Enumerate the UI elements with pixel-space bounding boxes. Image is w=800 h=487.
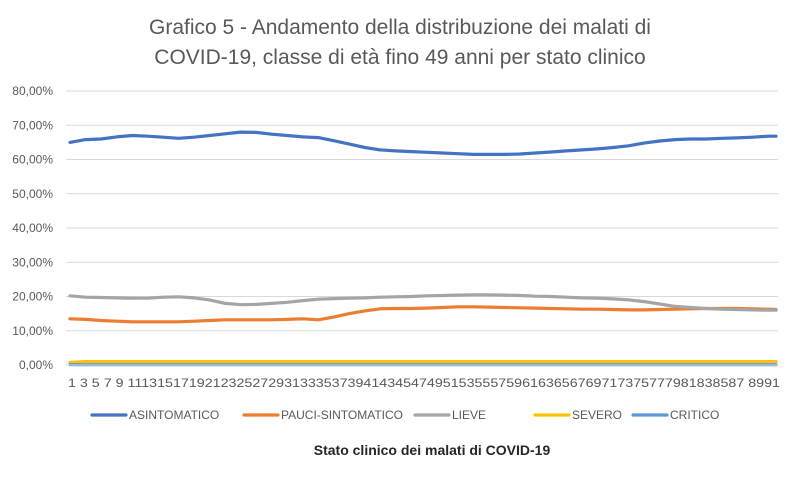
y-tick-label: 30,00% xyxy=(12,255,53,269)
legend-label-critico: CRITICO xyxy=(670,408,719,422)
series-line-pauci-sintomatico xyxy=(68,305,778,324)
y-tick-label: 50,00% xyxy=(12,187,53,201)
series-line-severo xyxy=(68,360,778,364)
chart-title-line-2: COVID-19, classe di età fino 49 anni per… xyxy=(154,46,645,69)
y-tick-label: 60,00% xyxy=(12,153,53,167)
legend: ASINTOMATICO PAUCI-SINTOMATICO LIEVE SEVERO… xyxy=(90,408,719,422)
legend-label-asintomatico: ASINTOMATICO xyxy=(129,408,219,422)
chart-title-line-1: Grafico 5 - Andamento della distribuzion… xyxy=(149,16,651,39)
y-tick-label: 0,00% xyxy=(19,358,53,372)
y-tick-label: 70,00% xyxy=(12,118,53,132)
y-axis-tick-labels: 0,00% 10,00% 20,00% 30,00% 40,00% 50,00% 60,00… xyxy=(12,84,53,372)
legend-label-lieve: LIEVE xyxy=(452,408,486,422)
x-axis-tick-labels: 1 3 5 7 9 111315171921232527293133353739… xyxy=(68,376,780,390)
y-tick-label: 80,00% xyxy=(12,84,53,98)
series-line-asintomatico xyxy=(68,130,778,156)
legend-label-severo: SEVERO xyxy=(572,408,622,422)
y-tick-label: 10,00% xyxy=(12,324,53,338)
y-tick-label: 20,00% xyxy=(12,290,53,304)
legend-label-pauci-sintomatico: PAUCI-SINTOMATICO xyxy=(281,408,403,422)
series-line-lieve xyxy=(68,293,778,312)
y-tick-label: 40,00% xyxy=(12,221,53,235)
x-axis-title: Stato clinico dei malati di COVID-19 xyxy=(314,442,551,458)
